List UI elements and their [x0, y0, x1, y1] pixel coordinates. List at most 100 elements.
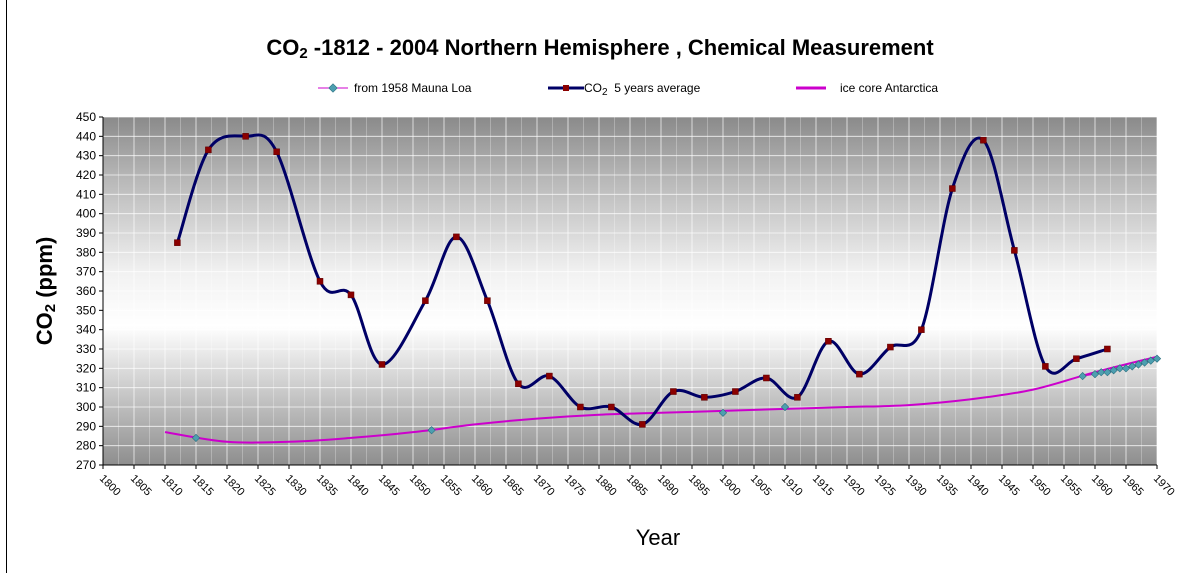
legend-entry-ice-core: ice core Antarctica: [796, 81, 938, 95]
data-point-mauna-loa: [1078, 371, 1087, 381]
data-point-5yr-average: [484, 297, 491, 304]
y-tick-label: 310: [76, 381, 96, 395]
data-point-5yr-average: [546, 372, 553, 380]
y-tick-label: 430: [76, 149, 96, 163]
x-tick-label: 1895: [686, 473, 712, 499]
x-tick-label: 1955: [1058, 473, 1084, 499]
data-point-5yr-average: [1011, 247, 1018, 254]
data-point-5yr-average: [732, 388, 739, 395]
data-point-5yr-average: [825, 338, 832, 345]
data-point-5yr-average: [273, 148, 280, 156]
x-tick-label: 1970: [1151, 473, 1177, 499]
y-tick-label: 410: [76, 187, 96, 201]
legend-marker-5yr-average: [563, 85, 569, 91]
data-point-5yr-average: [701, 394, 708, 401]
data-point-5yr-average: [316, 278, 324, 285]
x-tick-label: 1875: [562, 473, 588, 499]
x-tick-label: 1940: [965, 473, 991, 499]
y-tick-label: 290: [76, 419, 96, 433]
x-tick-label: 1820: [221, 473, 247, 499]
legend-marker-mauna-loa: [328, 83, 338, 93]
y-axis-ticks: 270 280 290 300 310 320 330 340 350 360 370 380 390 4…: [76, 110, 103, 472]
data-point-5yr-average: [577, 403, 584, 411]
left-border-line: [6, 0, 7, 573]
data-point-mauna-loa: [1090, 370, 1100, 379]
legend-entry-mauna-loa: from 1958 Mauna Loa: [318, 81, 472, 95]
data-point-ice-core-marker: [427, 426, 436, 435]
data-point-mauna-loa: [1134, 360, 1143, 369]
y-tick-label: 400: [76, 207, 96, 221]
data-point-ice-core-marker: [780, 402, 790, 412]
x-tick-label: 1870: [531, 473, 557, 499]
x-tick-label: 1905: [748, 473, 774, 499]
data-point-mauna-loa: [1097, 368, 1106, 377]
x-tick-label: 1815: [190, 473, 216, 499]
data-point-5yr-average: [378, 361, 386, 368]
x-tick-label: 1840: [345, 473, 371, 499]
data-point-mauna-loa: [1152, 354, 1162, 363]
x-tick-label: 1915: [810, 473, 836, 499]
x-tick-label: 1845: [376, 473, 402, 499]
y-tick-label: 390: [76, 226, 96, 240]
data-point-5yr-average: [515, 380, 522, 388]
x-tick-label: 1810: [159, 473, 185, 499]
data-point-5yr-average: [174, 239, 181, 246]
y-tick-label: 370: [76, 265, 96, 279]
legend: from 1958 Mauna Loa CO2 5 years average …: [318, 81, 938, 98]
y-tick-label: 300: [76, 400, 96, 414]
x-tick-label: 1935: [934, 473, 960, 499]
x-tick-label: 1890: [655, 473, 681, 499]
y-tick-label: 340: [76, 323, 96, 337]
y-tick-label: 320: [76, 361, 96, 375]
x-tick-label: 1825: [252, 473, 278, 499]
data-point-5yr-average: [856, 370, 863, 378]
data-point-mauna-loa: [1115, 364, 1124, 373]
x-tick-label: 1835: [314, 473, 340, 499]
data-point-mauna-loa: [1146, 356, 1155, 365]
x-tick-label: 1920: [841, 473, 867, 499]
data-point-5yr-average: [205, 146, 212, 154]
data-point-5yr-average: [422, 297, 429, 304]
y-tick-label: 450: [76, 110, 96, 124]
series-line-5yr-average: [175, 133, 1108, 427]
y-tick-label: 360: [76, 284, 96, 298]
x-tick-label: 1950: [1027, 473, 1053, 499]
data-point-mauna-loa: [1121, 364, 1131, 373]
data-point-5yr-average: [1104, 345, 1111, 353]
y-tick-label: 280: [76, 439, 96, 453]
x-tick-label: 1900: [717, 473, 743, 499]
x-tick-label: 1855: [438, 473, 464, 499]
data-point-mauna-loa: [1103, 368, 1112, 377]
y-tick-label: 380: [76, 245, 96, 259]
y-tick-label: 440: [76, 129, 96, 143]
y-tick-label: 330: [76, 342, 96, 356]
x-tick-label: 1885: [624, 473, 650, 499]
x-tick-label: 1960: [1089, 473, 1115, 499]
x-tick-label: 1930: [903, 473, 929, 499]
x-tick-label: 1945: [996, 473, 1022, 499]
y-tick-label: 350: [76, 303, 96, 317]
data-point-ice-core-marker: [718, 408, 728, 417]
x-tick-label: 1860: [469, 473, 495, 499]
x-tick-label: 1880: [593, 473, 619, 499]
legend-label-mauna-loa: from 1958 Mauna Loa: [354, 81, 472, 95]
data-point-5yr-average: [918, 326, 925, 333]
x-tick-label: 1830: [283, 473, 309, 499]
y-tick-label: 420: [76, 168, 96, 182]
data-point-mauna-loa: [1140, 358, 1149, 367]
x-tick-label: 1850: [407, 473, 433, 499]
series-line-ice-core: [164, 355, 1158, 444]
chart-title: CO2 -1812 - 2004 Northern Hemisphere , C…: [266, 35, 934, 62]
y-axis-label: CO2 (ppm): [32, 237, 59, 346]
x-axis-label: Year: [636, 525, 680, 550]
data-point-5yr-average: [1073, 355, 1080, 362]
data-point-mauna-loa: [1109, 366, 1118, 375]
data-point-5yr-average: [608, 403, 615, 411]
x-tick-label: 1925: [872, 473, 898, 499]
data-point-5yr-average: [794, 394, 801, 401]
data-point-5yr-average: [763, 374, 770, 382]
x-tick-label: 1865: [500, 473, 526, 499]
data-point-5yr-average: [242, 133, 249, 140]
x-tick-label: 1805: [128, 473, 154, 499]
